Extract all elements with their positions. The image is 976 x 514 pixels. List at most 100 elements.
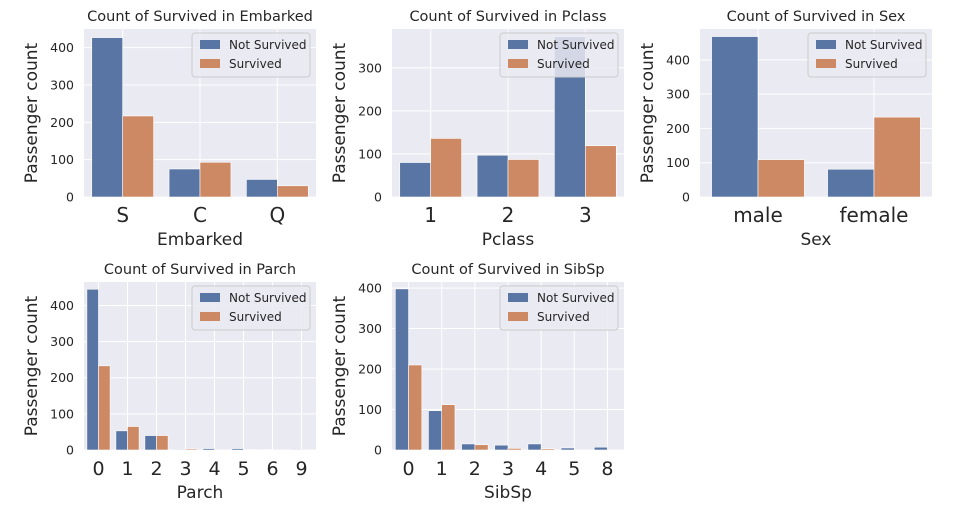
x-tick-label: 2	[469, 458, 481, 480]
x-tick-label: C	[193, 203, 207, 227]
y-axis-label: Passenger count	[638, 42, 658, 183]
chart-panel-embarked: 0 100 200 300 400 S C Q Count of Survived in Emb…	[22, 9, 316, 250]
y-tick-label: 0	[66, 190, 74, 205]
y-tick-label: 0	[374, 190, 382, 205]
legend-label: Not Survived	[537, 38, 615, 52]
chart-title: Count of Survived in SibSp	[411, 262, 604, 278]
legend-swatch-not-survived	[200, 40, 220, 49]
bar-survived	[127, 426, 140, 451]
bar-not-survived	[289, 448, 302, 451]
legend: Not Survived Survived	[807, 32, 927, 78]
bar-survived	[185, 448, 198, 451]
bar-survived	[474, 444, 489, 451]
y-tick-label: 200	[358, 362, 382, 377]
legend: Not Survived Survived	[499, 285, 619, 331]
y-tick-label: 300	[50, 334, 74, 349]
y-tick-label: 100	[50, 406, 74, 421]
legend-box	[191, 32, 311, 78]
legend-swatch-survived	[508, 59, 528, 68]
bar-not-survived	[399, 162, 431, 198]
bar-not-survived	[476, 154, 509, 198]
bar-not-survived	[494, 444, 509, 451]
y-tick-label: 400	[50, 40, 74, 55]
bar-not-survived	[231, 448, 244, 451]
legend-box	[807, 32, 927, 78]
bar-survived	[122, 115, 154, 198]
bar-survived	[156, 435, 169, 451]
bar-not-survived	[246, 179, 278, 198]
y-axis-label: Passenger count	[330, 42, 350, 183]
y-axis-label: Passenger count	[330, 295, 350, 436]
y-tick-label: 0	[374, 443, 382, 458]
y-tick-label: 300	[666, 87, 690, 102]
bar-not-survived	[86, 288, 99, 451]
x-tick-label: 1	[424, 203, 437, 227]
y-tick-label: 0	[66, 443, 74, 458]
x-tick-label: 9	[295, 458, 307, 480]
x-tick-label: 4	[535, 458, 547, 480]
legend-swatch-survived	[200, 312, 220, 321]
legend-swatch-survived	[200, 59, 220, 68]
bar-survived	[199, 161, 232, 198]
bar-survived	[873, 116, 921, 198]
bar-not-survived	[827, 168, 875, 198]
x-axis-label: Pclass	[482, 230, 535, 250]
x-tick-label: 4	[208, 458, 220, 480]
x-tick-label: 3	[502, 458, 514, 480]
y-tick-label: 200	[50, 370, 74, 385]
legend-label: Not Survived	[845, 38, 923, 52]
x-axis-label: Parch	[177, 483, 224, 503]
bar-not-survived	[395, 288, 409, 451]
x-axis-label: Embarked	[157, 230, 243, 250]
y-tick-label: 400	[358, 281, 382, 296]
y-tick-label: 200	[666, 121, 690, 136]
y-tick-label: 200	[50, 115, 74, 130]
x-tick-label: Q	[269, 203, 285, 227]
x-axis-label: SibSp	[484, 483, 532, 503]
legend-label: Survived	[229, 57, 282, 71]
y-tick-label: 0	[682, 190, 690, 205]
legend-swatch-not-survived	[508, 293, 528, 302]
bar-not-survived	[91, 37, 123, 198]
x-tick-label: 1	[121, 458, 133, 480]
y-tick-label: 100	[50, 152, 74, 167]
chart-panel-pclass: 0 100 200 300 1 2 3 Count of Survived in Pclass…	[330, 9, 624, 250]
legend-box	[499, 285, 619, 331]
bar-survived	[507, 159, 540, 198]
bar-not-survived	[173, 448, 186, 451]
bar-not-survived	[711, 36, 759, 198]
y-tick-label: 400	[666, 52, 690, 67]
legend-label: Not Survived	[229, 38, 307, 52]
x-tick-label: 1	[436, 458, 448, 480]
bar-not-survived	[560, 447, 575, 451]
bar-not-survived	[593, 446, 608, 451]
bar-not-survived	[168, 168, 201, 198]
x-tick-label: 8	[601, 458, 613, 480]
bar-survived	[277, 185, 309, 198]
y-tick-label: 300	[358, 60, 382, 75]
x-tick-label: S	[116, 203, 129, 227]
y-axis-label: Passenger count	[22, 295, 42, 436]
legend-box	[191, 285, 311, 331]
legend-swatch-survived	[508, 312, 528, 321]
chart-title: Count of Survived in Pclass	[409, 9, 606, 25]
y-tick-label: 100	[666, 155, 690, 170]
legend-label: Survived	[229, 310, 282, 324]
legend-label: Survived	[537, 57, 590, 71]
legend-swatch-not-survived	[508, 40, 528, 49]
x-tick-label: 2	[502, 203, 515, 227]
x-tick-label: 6	[266, 458, 278, 480]
y-axis-label: Passenger count	[22, 42, 42, 183]
chart-title: Count of Survived in Parch	[104, 262, 296, 278]
x-tick-label: 5	[237, 458, 249, 480]
y-tick-label: 300	[50, 78, 74, 93]
x-axis-label: Sex	[800, 230, 831, 250]
legend-label: Not Survived	[229, 291, 307, 305]
bar-survived	[540, 448, 555, 451]
bar-survived	[441, 404, 456, 451]
y-tick-label: 200	[358, 103, 382, 118]
bar-survived	[430, 138, 462, 198]
y-tick-label: 100	[358, 402, 382, 417]
